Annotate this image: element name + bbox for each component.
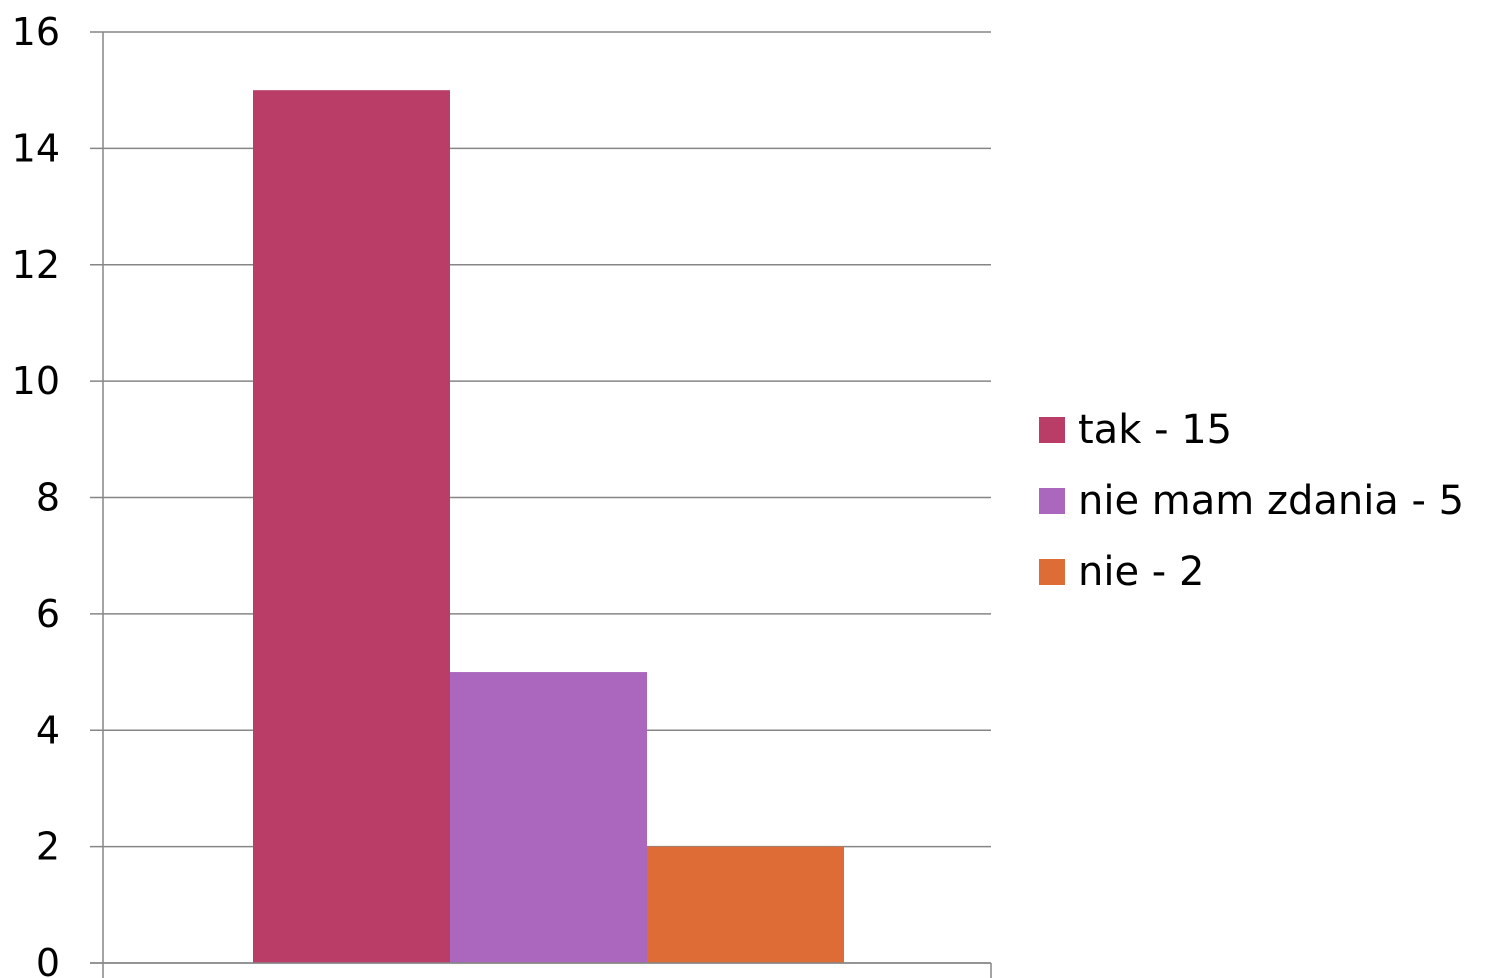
y-tick-label: 12 (12, 243, 60, 287)
legend-label: nie - 2 (1078, 549, 1204, 595)
y-tick-label: 2 (36, 825, 60, 869)
y-tick-label: 14 (12, 126, 60, 170)
y-tick-label: 8 (36, 476, 60, 520)
gridlines (90, 31, 991, 964)
y-tick-label: 10 (12, 359, 60, 403)
y-axis-tick-labels: 0 2 4 6 8 10 12 14 16 (12, 10, 60, 978)
legend-label: nie mam zdania - 5 (1078, 478, 1464, 524)
legend: tak - 15 nie mam zdania - 5 nie - 2 (1039, 407, 1464, 595)
y-tick-label: 0 (36, 941, 60, 978)
y-tick-label: 6 (36, 592, 60, 636)
bar-nie-mam-zdania-5 (450, 672, 647, 963)
legend-swatch (1039, 559, 1065, 585)
legend-swatch (1039, 417, 1065, 443)
legend-swatch (1039, 488, 1065, 514)
axes (90, 32, 992, 978)
bar-tak-15 (253, 90, 450, 963)
bars (253, 90, 844, 963)
y-tick-label: 4 (36, 708, 60, 752)
y-tick-label: 16 (12, 10, 60, 54)
bar-nie-2 (647, 846, 844, 963)
legend-label: tak - 15 (1078, 407, 1232, 453)
